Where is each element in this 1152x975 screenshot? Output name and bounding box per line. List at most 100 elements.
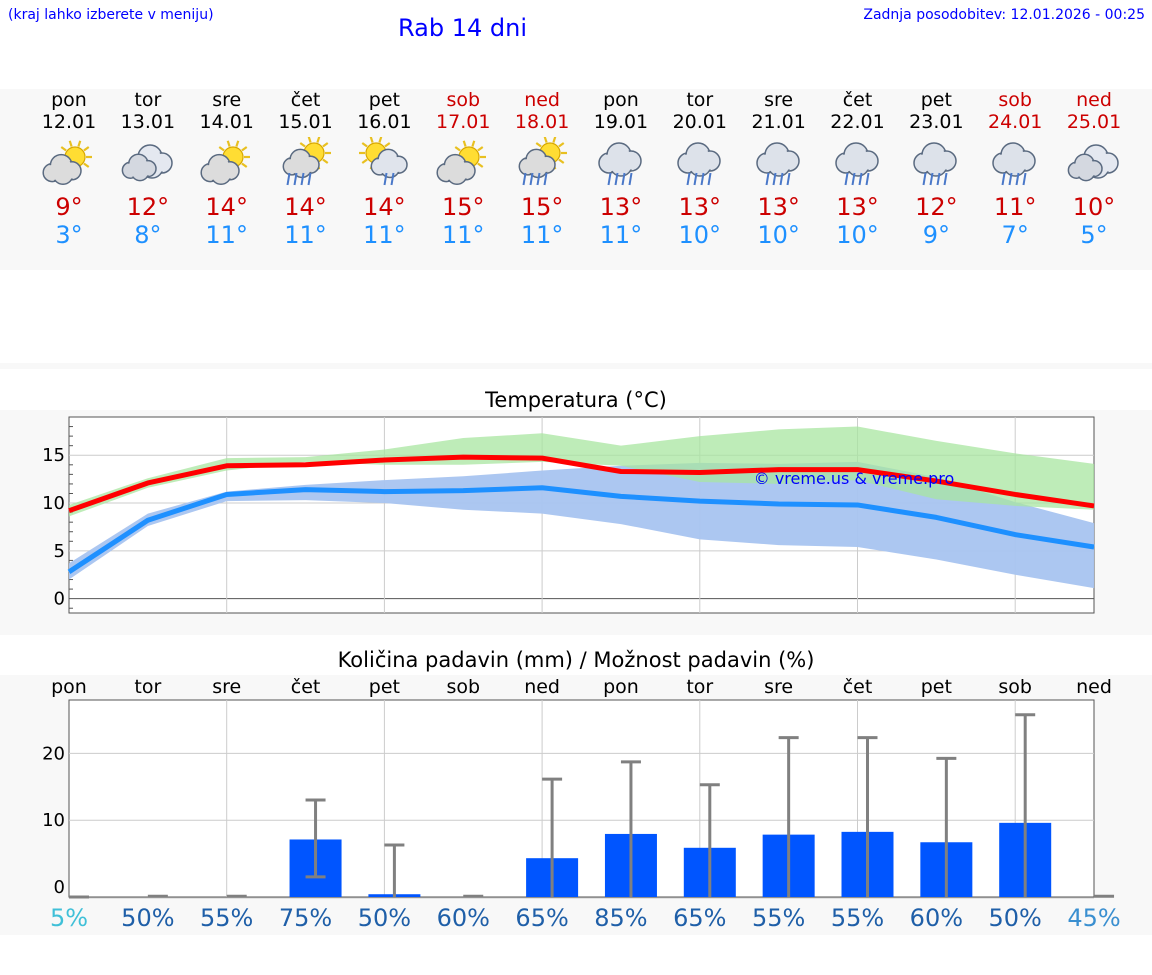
icon-group xyxy=(913,142,958,186)
day-date: 24.01 xyxy=(987,111,1043,133)
cloudy-icon xyxy=(1067,144,1119,182)
precipitation-day-label: tor xyxy=(686,676,714,698)
day-date: 22.01 xyxy=(830,111,885,133)
cloud-rain-icon xyxy=(677,142,721,186)
rain-drop xyxy=(922,172,927,186)
icon-group xyxy=(121,144,173,182)
last-update: Zadnja posodobitev: 12.01.2026 - 00:25 xyxy=(863,7,1145,23)
temp-min: 10° xyxy=(757,221,800,249)
day-date: 16.01 xyxy=(357,111,412,133)
temp-max: 12° xyxy=(915,193,958,221)
day-name: sob xyxy=(446,89,481,111)
day-column: sre 14.01 14° 11° xyxy=(187,89,267,249)
temp-min: 5° xyxy=(1080,221,1108,249)
rain-drop xyxy=(529,172,534,186)
sun-ray xyxy=(235,140,239,147)
sun-ray xyxy=(462,140,467,147)
cloud-shape xyxy=(370,148,409,179)
rain-shape xyxy=(765,172,791,186)
temp-min: 11° xyxy=(520,221,564,249)
cloud-fill xyxy=(769,155,789,175)
precipitation-probability: 75% xyxy=(278,904,333,932)
rain-shape xyxy=(286,172,312,186)
precipitation-probability: 60% xyxy=(909,904,964,932)
precipitation-band xyxy=(0,675,1152,935)
rain-drop xyxy=(707,172,712,186)
icon-group xyxy=(359,137,409,186)
sun-ray xyxy=(558,158,565,164)
cloud-shape xyxy=(42,153,82,186)
temp-max: 15° xyxy=(520,193,564,221)
temp-max: 15° xyxy=(441,193,485,221)
temp-min: 11° xyxy=(441,221,485,249)
day-date: 23.01 xyxy=(909,111,964,133)
rain-drop xyxy=(851,172,855,186)
sun-ray xyxy=(68,140,73,147)
precipitation-probability: 85% xyxy=(594,904,648,932)
sun-ray xyxy=(361,158,369,164)
precipitation-probability: 50% xyxy=(988,904,1042,932)
day-name: tor xyxy=(686,89,714,111)
precipitation-day-label: pet xyxy=(368,676,400,698)
day-column: ned 25.01 10° 5° xyxy=(1054,89,1134,249)
sun-ray xyxy=(477,146,484,152)
icon-group xyxy=(436,140,487,186)
day-name: ned xyxy=(524,89,560,111)
rain-drop xyxy=(700,172,705,186)
cloud-rain-icon xyxy=(755,142,800,186)
cloud-fill xyxy=(690,155,710,175)
sun-cloud-rain-icon xyxy=(518,137,568,186)
sun-ray xyxy=(77,140,82,147)
day-name: pet xyxy=(368,89,400,111)
temperature-title: Temperatura (°C) xyxy=(485,388,667,412)
rain-drop xyxy=(621,172,626,186)
temp-max: 13° xyxy=(599,193,643,221)
rain-drop xyxy=(1015,172,1020,186)
sun-cloud-icon xyxy=(200,140,250,186)
day-column: pet 23.01 12° 9° xyxy=(896,89,976,249)
temp-max: 10° xyxy=(1072,193,1116,221)
cloud-fill xyxy=(848,155,867,175)
daily-forecast: pon 12.01 9° 3° tor 13.01 12° 8° sre 14.01 14° 11° č… xyxy=(0,89,1152,269)
temp-min: 11° xyxy=(599,221,643,249)
day-date: 25.01 xyxy=(1066,111,1122,133)
day-date: 13.01 xyxy=(120,111,176,133)
temp-min: 11° xyxy=(205,221,248,249)
day-date: 12.01 xyxy=(41,111,97,133)
cloud-rain-icon xyxy=(834,142,879,186)
sun-ray xyxy=(83,162,90,168)
day-date: 19.01 xyxy=(593,111,649,133)
sun-ray xyxy=(384,142,391,148)
day-name: pon xyxy=(51,89,87,111)
day-name: sre xyxy=(764,89,794,111)
rain-drop xyxy=(772,172,777,186)
day-date: 20.01 xyxy=(672,111,727,133)
cloud-rain-icon xyxy=(992,142,1036,186)
precipitation-day-label: tor xyxy=(134,676,162,698)
day-column: tor 13.01 12° 8° xyxy=(108,89,188,249)
temp-max: 12° xyxy=(126,193,170,221)
precipitation-day-label: sre xyxy=(212,676,242,698)
precipitation-probability: 50% xyxy=(121,904,175,932)
cloud-shape xyxy=(834,142,879,177)
rain-drop xyxy=(943,172,948,186)
day-date: 14.01 xyxy=(199,111,254,133)
cloud-shape xyxy=(436,153,476,186)
day-name: čet xyxy=(842,89,873,111)
rain-shape xyxy=(922,172,948,186)
precipitation-probability: 55% xyxy=(200,904,254,932)
rain-drop xyxy=(1001,172,1006,186)
sun-ray xyxy=(454,146,461,152)
sun-ray xyxy=(543,137,548,143)
icon-group xyxy=(677,142,721,186)
rain-drop xyxy=(536,172,541,186)
rain-drop xyxy=(779,172,784,186)
cloud-fill xyxy=(530,160,547,177)
sun-ray xyxy=(321,158,328,164)
icon-group xyxy=(518,137,568,186)
temp-min: 3° xyxy=(55,221,83,249)
icon-group xyxy=(834,142,879,186)
divider-band xyxy=(0,363,1152,369)
temp-max: 14° xyxy=(284,193,327,221)
precipitation-day-label: sre xyxy=(764,676,794,698)
